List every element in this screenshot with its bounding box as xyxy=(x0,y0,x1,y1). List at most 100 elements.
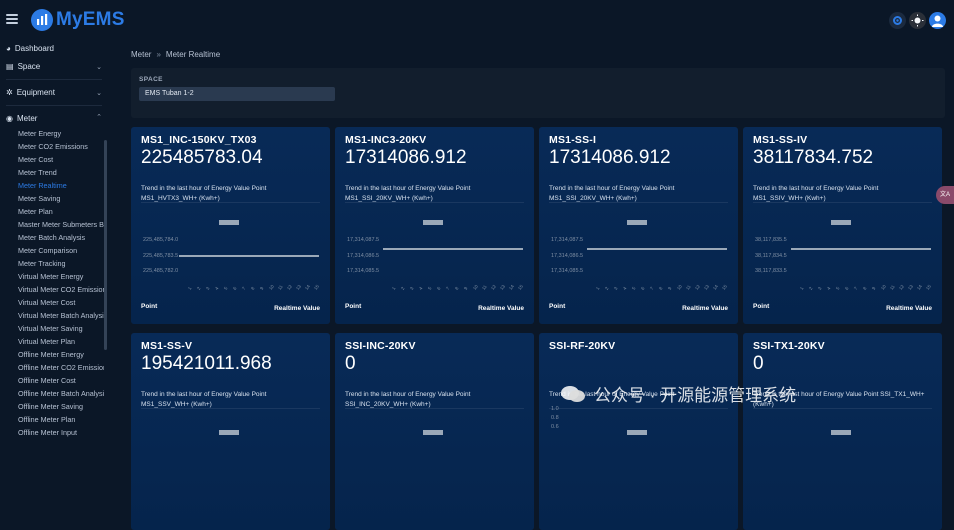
chart-x-tick-label: 4 xyxy=(214,285,220,291)
chart-x-tick-label: 2 xyxy=(808,285,814,291)
chart-x-tick-label: 14 xyxy=(712,283,719,291)
sidebar-subitem[interactable]: Offline Meter Cost xyxy=(18,376,76,385)
breadcrumb: Meter » Meter Realtime xyxy=(131,50,220,59)
meter-card-title: MS1-SS-IV xyxy=(753,134,808,146)
chart-x-tick-label: 11 xyxy=(889,284,896,291)
watermark: 公众号 · 开源能源管理系统 xyxy=(560,381,796,406)
sidebar-subitem[interactable]: Meter Trend xyxy=(18,168,57,177)
chart-x-tick-label: 14 xyxy=(304,283,311,291)
meter-card-title: SSI-INC-20KV xyxy=(345,340,416,352)
settings-gear-icon[interactable] xyxy=(889,12,906,29)
chart-x-tick-label: 12 xyxy=(898,283,905,291)
meter-card-value: 225485783.04 xyxy=(141,147,263,168)
sidebar-subitem[interactable]: Virtual Meter Cost xyxy=(18,298,76,307)
sidebar-subitem[interactable]: Meter Comparison xyxy=(18,246,78,255)
meter-card-title: SSI-TX1-20KV xyxy=(753,340,825,352)
chevron-up-icon[interactable]: ⌃ xyxy=(96,114,102,121)
chart-legend-swatch[interactable] xyxy=(627,430,647,435)
space-select[interactable]: EMS Tuban 1-2 xyxy=(139,87,335,101)
realtime-value-column-header: Realtime Value xyxy=(886,305,932,312)
brand-name[interactable]: MyEMS xyxy=(56,9,125,30)
chart-legend-swatch[interactable] xyxy=(627,220,647,225)
sidebar-item-equipment[interactable]: ✲ Equipment xyxy=(6,88,55,97)
chart-legend-swatch[interactable] xyxy=(831,220,851,225)
sidebar-subitem[interactable]: Offline Meter Saving xyxy=(18,402,83,411)
chart-legend-swatch[interactable] xyxy=(219,430,239,435)
sidebar-subitem[interactable]: Meter Tracking xyxy=(18,259,66,268)
sidebar-subitem[interactable]: Offline Meter Energy xyxy=(18,350,84,359)
user-avatar-icon[interactable] xyxy=(929,12,946,29)
chart-y-tick-label: 0.6 xyxy=(551,424,559,430)
sidebar-subitem[interactable]: Offline Meter Input xyxy=(18,428,77,437)
chevron-down-icon[interactable]: ⌄ xyxy=(96,90,102,97)
translate-icon[interactable]: 文A xyxy=(936,186,954,204)
sidebar-subitem[interactable]: Virtual Meter Plan xyxy=(18,337,75,346)
sidebar-item-space[interactable]: ▤ Space xyxy=(6,62,41,71)
chart-x-tick-label: 15 xyxy=(721,283,728,291)
meter-card: SSI-TX1-20KV 0 Trend in the last hour of E… xyxy=(743,333,942,530)
chart-x-tick-label: 3 xyxy=(613,285,619,291)
breadcrumb-parent[interactable]: Meter xyxy=(131,50,152,59)
sidebar-subitem[interactable]: Virtual Meter Energy xyxy=(18,272,84,281)
trend-caption: Trend in the last hour of Energy Value P… xyxy=(549,185,675,202)
sidebar-scrollbar[interactable] xyxy=(104,140,107,350)
chart-legend-swatch[interactable] xyxy=(423,430,443,435)
chart-x-tick-label: 15 xyxy=(313,283,320,291)
chevron-down-icon[interactable]: ⌄ xyxy=(96,64,102,71)
chart-x-tick-label: 6 xyxy=(436,285,442,291)
chart-x-tick-label: 13 xyxy=(703,283,710,291)
sidebar-subitem[interactable]: Offline Meter Batch Analysis xyxy=(18,389,104,398)
menu-toggle-icon[interactable] xyxy=(6,14,18,24)
meter-card-value: 0 xyxy=(345,353,356,374)
chart-x-tick-label: 8 xyxy=(658,285,664,291)
chart-series-line[interactable] xyxy=(791,248,931,250)
sidebar-subitem[interactable]: Master Meter Submeters Balance xyxy=(18,220,104,229)
chart-y-tick-label: 225,485,783.5 xyxy=(143,253,179,259)
sidebar-subitem[interactable]: Meter Energy xyxy=(18,129,62,138)
breadcrumb-current: Meter Realtime xyxy=(165,50,221,59)
point-column-header: Point xyxy=(345,303,362,310)
sidebar-subitem[interactable]: Virtual Meter Saving xyxy=(18,324,83,333)
sidebar-item-dashboard[interactable]: ◕ Dashboard xyxy=(6,44,54,53)
sidebar-subitem[interactable]: Virtual Meter CO2 Emissions xyxy=(18,285,104,294)
trend-caption: Trend in the last hour of Energy Value P… xyxy=(345,185,471,202)
realtime-value-column-header: Realtime Value xyxy=(682,305,728,312)
chart-x-tick-label: 1 xyxy=(595,285,601,291)
watermark-text: 公众号 · 开源能源管理系统 xyxy=(594,386,797,405)
sidebar-subitem[interactable]: Offline Meter Plan xyxy=(18,415,76,424)
chart-x-tick-label: 14 xyxy=(508,283,515,291)
meter-card-value: 0 xyxy=(753,353,764,374)
sidebar-subitem[interactable]: Meter Cost xyxy=(18,155,54,164)
trend-caption: Trend in the last hour of Energy Value P… xyxy=(753,185,879,202)
chart-x-tick-label: 9 xyxy=(463,285,469,291)
chart-x-tick-label: 8 xyxy=(250,285,256,291)
chart-legend-swatch[interactable] xyxy=(831,430,851,435)
sidebar-subitem[interactable]: Meter Realtime xyxy=(18,181,67,190)
sidebar-subitem[interactable]: Meter CO2 Emissions xyxy=(18,142,88,151)
card-divider xyxy=(141,202,320,203)
sidebar-subitem[interactable]: Meter Plan xyxy=(18,207,53,216)
chart-series-line[interactable] xyxy=(383,248,523,250)
sidebar-subitem[interactable]: Offline Meter CO2 Emissions xyxy=(18,363,104,372)
chart-x-tick-label: 11 xyxy=(685,284,692,291)
card-divider xyxy=(345,202,524,203)
chart-x-tick-label: 9 xyxy=(871,285,877,291)
chart-x-tick-label: 5 xyxy=(223,285,229,291)
sidebar-subitem[interactable]: Meter Batch Analysis xyxy=(18,233,86,242)
meter-card-title: MS1-SS-I xyxy=(549,134,597,146)
chart-y-tick-label: 0.8 xyxy=(551,415,559,421)
chart-legend-swatch[interactable] xyxy=(423,220,443,225)
top-navbar: MyEMS xyxy=(0,0,954,40)
chart-x-tick-label: 12 xyxy=(286,283,293,291)
sidebar-subitem[interactable]: Meter Saving xyxy=(18,194,61,203)
chart-series-line[interactable] xyxy=(587,248,727,250)
chart-x-tick-label: 10 xyxy=(472,283,479,291)
chart-legend-swatch[interactable] xyxy=(219,220,239,225)
sidebar-item-meter[interactable]: ◉ Meter xyxy=(6,114,38,123)
sidebar-subitem[interactable]: Virtual Meter Batch Analysis xyxy=(18,311,104,320)
meter-card: MS1-SS-V 195421011.968 Trend in the last h… xyxy=(131,333,330,530)
chart-series-line[interactable] xyxy=(179,255,319,257)
theme-toggle-icon[interactable] xyxy=(909,12,926,29)
chart-x-tick-label: 11 xyxy=(277,284,284,291)
chart-y-tick-label: 17,314,086.5 xyxy=(551,253,584,259)
